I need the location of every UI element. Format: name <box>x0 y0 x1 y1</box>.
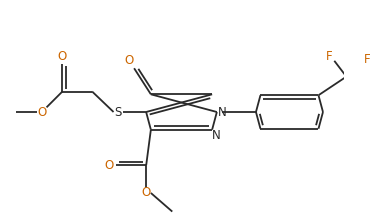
Text: O: O <box>142 186 151 200</box>
Text: O: O <box>125 54 134 67</box>
Text: F: F <box>369 78 370 90</box>
Text: F: F <box>326 50 333 63</box>
Text: O: O <box>37 106 47 118</box>
Text: O: O <box>58 50 67 63</box>
Text: F: F <box>364 53 370 66</box>
Text: N: N <box>218 106 227 118</box>
Text: N: N <box>212 129 220 142</box>
Text: O: O <box>104 159 114 172</box>
Text: S: S <box>115 106 122 118</box>
